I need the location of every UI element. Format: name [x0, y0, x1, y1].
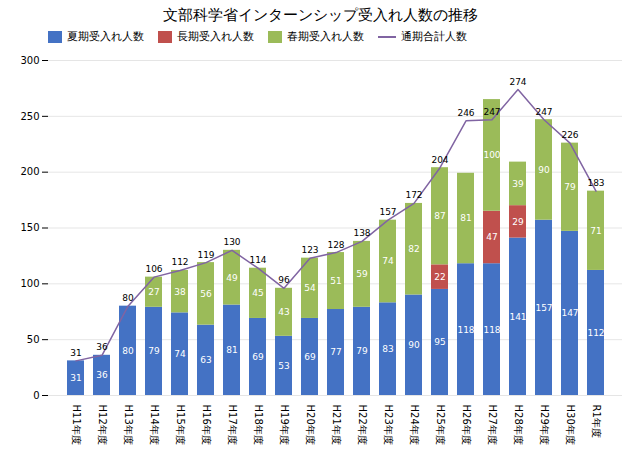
svg-text:274: 274 [509, 77, 526, 87]
svg-text:204: 204 [431, 155, 448, 165]
svg-text:H22年度: H22年度 [357, 405, 368, 445]
svg-text:226: 226 [561, 130, 578, 140]
svg-text:45: 45 [252, 288, 263, 298]
svg-text:118: 118 [457, 324, 474, 334]
svg-text:29: 29 [512, 217, 524, 227]
svg-text:80: 80 [122, 346, 134, 356]
svg-text:79: 79 [564, 182, 576, 192]
svg-text:128: 128 [327, 240, 344, 250]
svg-text:47: 47 [486, 232, 497, 242]
svg-text:49: 49 [226, 273, 238, 283]
svg-text:183: 183 [587, 178, 604, 188]
svg-text:38: 38 [174, 287, 186, 297]
svg-text:300: 300 [20, 55, 39, 66]
svg-text:87: 87 [434, 211, 445, 221]
html-text:文部科学省インターンシップ受入れ人数の推移: 文部科学省インターンシップ受入れ人数の推移 [162, 6, 478, 24]
svg-text:82: 82 [408, 244, 419, 254]
svg-text:H20年度: H20年度 [305, 405, 316, 445]
svg-text:250: 250 [20, 111, 39, 122]
svg-text:106: 106 [145, 264, 162, 274]
svg-text:H17年度: H17年度 [227, 405, 238, 445]
svg-text:77: 77 [330, 347, 341, 357]
svg-text:157: 157 [535, 303, 552, 313]
svg-text:246: 246 [457, 108, 474, 118]
svg-text:36: 36 [96, 370, 108, 380]
svg-text:123: 123 [301, 245, 318, 255]
svg-text:114: 114 [249, 255, 266, 265]
svg-text:53: 53 [278, 361, 289, 371]
html-text:春期受入れ人数: 春期受入れ人数 [287, 30, 364, 43]
svg-text:90: 90 [408, 340, 420, 350]
svg-text:H16年度: H16年度 [201, 405, 212, 445]
svg-text:69: 69 [304, 352, 316, 362]
svg-text:79: 79 [148, 346, 160, 356]
svg-text:59: 59 [356, 269, 368, 279]
svg-text:31: 31 [70, 373, 81, 383]
html-text:通期合計人数: 通期合計人数 [401, 30, 467, 43]
svg-text:H18年度: H18年度 [253, 405, 264, 445]
svg-text:80: 80 [122, 293, 134, 303]
svg-text:112: 112 [587, 328, 604, 338]
svg-text:51: 51 [330, 276, 341, 286]
svg-text:H26年度: H26年度 [461, 405, 472, 445]
svg-text:H25年度: H25年度 [435, 405, 446, 445]
svg-text:130: 130 [223, 237, 240, 247]
svg-text:112: 112 [171, 257, 188, 267]
svg-text:79: 79 [356, 346, 368, 356]
svg-text:81: 81 [460, 213, 471, 223]
svg-text:63: 63 [200, 355, 211, 365]
svg-text:H28年度: H28年度 [513, 405, 524, 445]
svg-text:74: 74 [174, 349, 186, 359]
svg-text:H29年度: H29年度 [539, 405, 550, 445]
svg-text:247: 247 [535, 107, 552, 117]
svg-text:39: 39 [512, 179, 524, 189]
svg-text:141: 141 [509, 312, 526, 322]
svg-text:147: 147 [561, 308, 578, 318]
svg-text:54: 54 [304, 283, 316, 293]
svg-text:H23年度: H23年度 [383, 405, 394, 445]
svg-text:247: 247 [483, 107, 500, 117]
svg-text:118: 118 [483, 324, 500, 334]
svg-text:H24年度: H24年度 [409, 405, 420, 445]
svg-text:172: 172 [405, 190, 422, 200]
svg-text:81: 81 [226, 345, 237, 355]
svg-text:H11年度: H11年度 [71, 405, 82, 445]
svg-text:27: 27 [148, 287, 159, 297]
svg-text:74: 74 [382, 256, 394, 266]
svg-text:H13年度: H13年度 [123, 405, 134, 445]
svg-text:H15年度: H15年度 [175, 405, 186, 445]
svg-text:56: 56 [200, 289, 212, 299]
svg-text:50: 50 [27, 334, 40, 345]
svg-text:138: 138 [353, 228, 370, 238]
svg-text:H12年度: H12年度 [97, 405, 108, 445]
svg-text:H21年度: H21年度 [331, 405, 342, 445]
svg-text:100: 100 [20, 278, 39, 289]
svg-text:150: 150 [20, 222, 39, 233]
html-text:長期受入れ人数: 長期受入れ人数 [177, 30, 254, 43]
svg-text:36: 36 [96, 342, 108, 352]
html-text:夏期受入れ人数: 夏期受入れ人数 [67, 30, 144, 43]
svg-text:22: 22 [434, 272, 445, 282]
svg-text:157: 157 [379, 207, 396, 217]
svg-text:119: 119 [197, 250, 214, 260]
svg-text:71: 71 [590, 226, 601, 236]
svg-text:R1年度: R1年度 [591, 405, 602, 438]
svg-text:31: 31 [70, 348, 81, 358]
svg-text:69: 69 [252, 352, 264, 362]
svg-text:83: 83 [382, 344, 393, 354]
svg-text:H27年度: H27年度 [487, 405, 498, 445]
svg-text:95: 95 [434, 337, 445, 347]
svg-text:43: 43 [278, 307, 289, 317]
svg-text:200: 200 [20, 166, 39, 177]
svg-text:H30年度: H30年度 [565, 405, 576, 445]
svg-text:H19年度: H19年度 [279, 405, 290, 445]
svg-text:96: 96 [278, 275, 290, 285]
svg-text:100: 100 [483, 150, 500, 160]
svg-text:90: 90 [538, 165, 550, 175]
svg-text:0: 0 [33, 390, 39, 401]
svg-text:H14年度: H14年度 [149, 405, 160, 445]
